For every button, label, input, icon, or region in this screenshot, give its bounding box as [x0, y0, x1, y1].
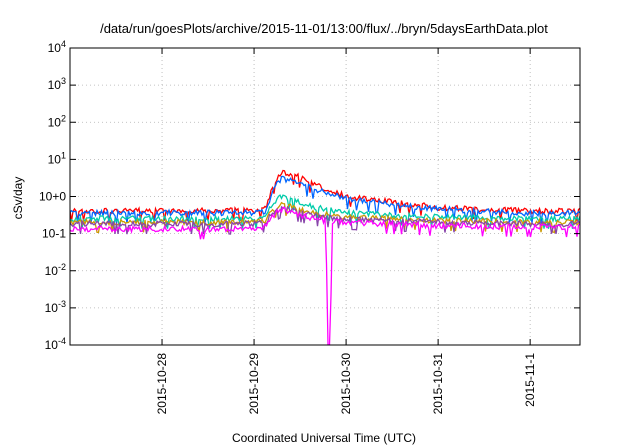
x-tick-label: 2015-11-1 [523, 353, 537, 407]
chart-title: /data/run/goesPlots/archive/2015-11-01/1… [100, 21, 548, 36]
y-tick-label: 10+0 [39, 190, 66, 204]
y-tick-label: 10-1 [42, 227, 66, 241]
y-tick-label: 103 [48, 76, 66, 92]
series-line [70, 206, 580, 345]
x-tick-label: 2015-10-30 [339, 353, 353, 415]
y-axis: 10-4 10-3 10-2 10-1 10+0 101 102 103 104 [39, 39, 580, 352]
y-tick-label: 104 [48, 39, 66, 55]
y-tick-label: 10-2 [45, 262, 66, 278]
y-tick-label: 102 [48, 113, 66, 129]
y-tick-label: 10-4 [45, 336, 66, 352]
series-group [70, 169, 580, 345]
y-tick-label: 10-3 [45, 299, 66, 315]
y-axis-label: cSv/day [11, 177, 25, 220]
x-tick-label: 2015-10-31 [431, 353, 445, 415]
series-line [70, 175, 580, 224]
x-axis-label: Coordinated Universal Time (UTC) [232, 431, 416, 445]
y-tick-label: 101 [48, 150, 66, 166]
series-line [70, 194, 580, 229]
x-axis: 2015-10-28 2015-10-29 2015-10-30 2015-10-31… [155, 48, 537, 414]
x-tick-label: 2015-10-28 [155, 353, 169, 415]
x-tick-label: 2015-10-29 [247, 353, 261, 415]
